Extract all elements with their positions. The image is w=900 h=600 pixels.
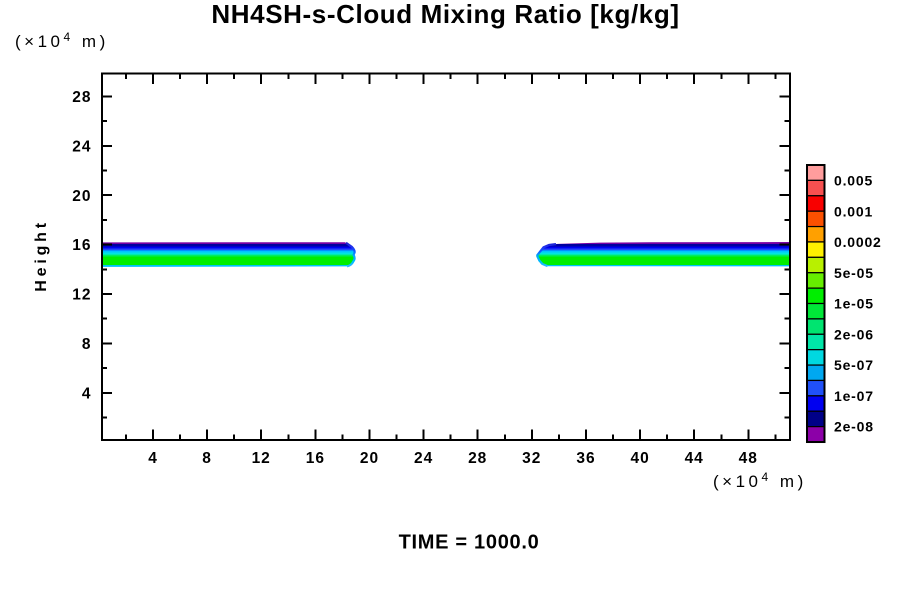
svg-text:48: 48 [739,450,758,467]
svg-text:32: 32 [522,450,541,467]
svg-text:5e-05: 5e-05 [834,265,874,281]
svg-text:(×104 m): (×104 m) [713,470,807,491]
svg-text:44: 44 [685,450,704,467]
svg-text:4: 4 [148,450,158,467]
svg-text:12: 12 [252,450,271,467]
svg-text:36: 36 [576,450,595,467]
svg-text:40: 40 [630,450,649,467]
svg-text:NH4SH-s-Cloud Mixing Ratio [kg: NH4SH-s-Cloud Mixing Ratio [kg/kg] [211,0,679,29]
svg-text:2e-08: 2e-08 [834,419,874,435]
svg-text:8: 8 [202,450,212,467]
svg-text:2e-06: 2e-06 [834,326,874,342]
svg-text:TIME = 1000.0: TIME = 1000.0 [399,532,540,554]
svg-text:28: 28 [468,450,487,467]
svg-text:1e-05: 1e-05 [834,296,874,312]
svg-text:4: 4 [82,385,92,402]
svg-text:1e-07: 1e-07 [834,388,874,404]
svg-text:12: 12 [72,287,91,304]
svg-text:5e-07: 5e-07 [834,357,874,373]
svg-text:0.005: 0.005 [834,173,873,189]
svg-text:16: 16 [72,237,91,254]
svg-text:28: 28 [72,89,91,106]
svg-text:0.001: 0.001 [834,203,873,219]
svg-text:24: 24 [72,138,91,155]
svg-text:24: 24 [414,450,433,467]
svg-text:20: 20 [360,450,379,467]
svg-text:0.0002: 0.0002 [834,234,882,250]
svg-text:(×104 m): (×104 m) [15,30,109,51]
svg-text:8: 8 [82,336,92,353]
svg-text:Height: Height [33,219,50,292]
svg-text:20: 20 [72,188,91,205]
svg-text:16: 16 [306,450,325,467]
